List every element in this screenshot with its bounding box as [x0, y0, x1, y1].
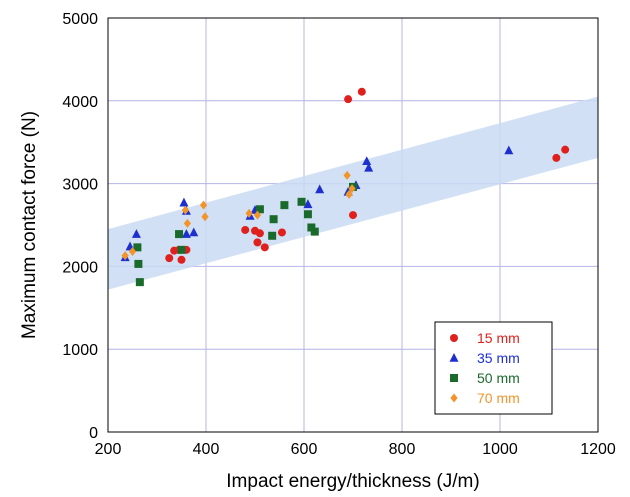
legend-label-35-mm: 35 mm [477, 350, 520, 366]
y-tick-label: 4000 [62, 94, 98, 111]
legend-marker-15-mm [450, 334, 458, 342]
data-point-15-mm [552, 153, 561, 162]
data-point-70-mm [181, 205, 190, 215]
data-point-50-mm [307, 223, 316, 232]
data-point-15-mm [349, 211, 357, 220]
data-point-50-mm [280, 201, 289, 210]
y-tick-label: 1000 [62, 342, 98, 359]
legend-label-15-mm: 15 mm [477, 330, 520, 346]
y-tick-label: 0 [89, 425, 98, 442]
data-point-15-mm [561, 145, 570, 154]
data-point-70-mm [253, 210, 262, 220]
data-point-35-mm [189, 227, 199, 237]
data-point-35-mm [504, 145, 514, 155]
y-tick-label: 3000 [62, 177, 98, 194]
legend-label-70-mm: 70 mm [477, 390, 520, 406]
y-tick-label: 5000 [62, 11, 98, 28]
data-point-50-mm [177, 245, 186, 254]
data-point-50-mm [310, 227, 319, 236]
x-tick-label: 800 [389, 441, 416, 458]
data-point-70-mm [245, 208, 253, 218]
plot-frame [107, 17, 599, 433]
data-points [120, 87, 570, 287]
data-point-35-mm [362, 156, 372, 166]
data-point-35-mm [131, 229, 141, 238]
confidence-band [108, 96, 598, 290]
data-point-15-mm [253, 238, 262, 247]
data-point-50-mm [133, 243, 142, 252]
data-point-70-mm [183, 218, 191, 228]
x-tick-labels: 200 400 600 800 1000 1200 [95, 441, 616, 458]
y-tick-labels: 0 1000 2000 3000 4000 5000 [62, 11, 98, 442]
data-point-50-mm [255, 205, 264, 214]
y-tick-label: 2000 [62, 259, 98, 276]
legend-marker-35-mm [449, 353, 459, 362]
x-tick-label: 400 [193, 441, 220, 458]
data-point-35-mm [364, 162, 374, 172]
data-point-50-mm [269, 215, 278, 224]
legend-marker-50-mm [450, 374, 458, 382]
legend: 15 mm 35 mm 50 mm 70 mm [434, 321, 553, 415]
data-point-50-mm [134, 259, 143, 268]
legend-label-50-mm: 50 mm [477, 370, 520, 386]
data-point-70-mm [199, 200, 208, 210]
x-tick-label: 1200 [580, 441, 616, 458]
data-point-35-mm [315, 184, 325, 194]
data-point-70-mm [128, 246, 137, 256]
data-point-50-mm [135, 278, 144, 287]
x-tick-label: 1000 [482, 441, 518, 458]
data-point-70-mm [201, 212, 209, 222]
data-point-70-mm [348, 184, 356, 194]
legend-marker-70-mm [450, 393, 458, 403]
y-axis-label: Maximum contact force (N) [19, 111, 40, 339]
data-point-15-mm [357, 87, 366, 96]
data-point-15-mm [344, 95, 353, 104]
data-point-70-mm [343, 170, 351, 180]
data-point-35-mm [181, 229, 191, 238]
data-point-15-mm [177, 255, 186, 264]
data-point-35-mm [179, 197, 189, 207]
x-axis-label: Impact energy/thickness (J/m) [226, 471, 479, 492]
data-point-50-mm [297, 197, 306, 206]
data-point-15-mm [277, 228, 286, 237]
data-point-35-mm [303, 199, 313, 209]
data-point-70-mm [121, 251, 129, 261]
data-point-15-mm [260, 243, 269, 252]
data-point-50-mm [268, 231, 277, 240]
x-tick-label: 600 [291, 441, 318, 458]
data-point-50-mm [175, 230, 184, 239]
data-point-70-mm [345, 189, 353, 199]
data-point-15-mm [255, 229, 264, 238]
data-point-15-mm [165, 254, 174, 263]
data-point-15-mm [241, 225, 250, 234]
x-tick-label: 200 [95, 441, 122, 458]
data-point-50-mm [303, 210, 312, 219]
